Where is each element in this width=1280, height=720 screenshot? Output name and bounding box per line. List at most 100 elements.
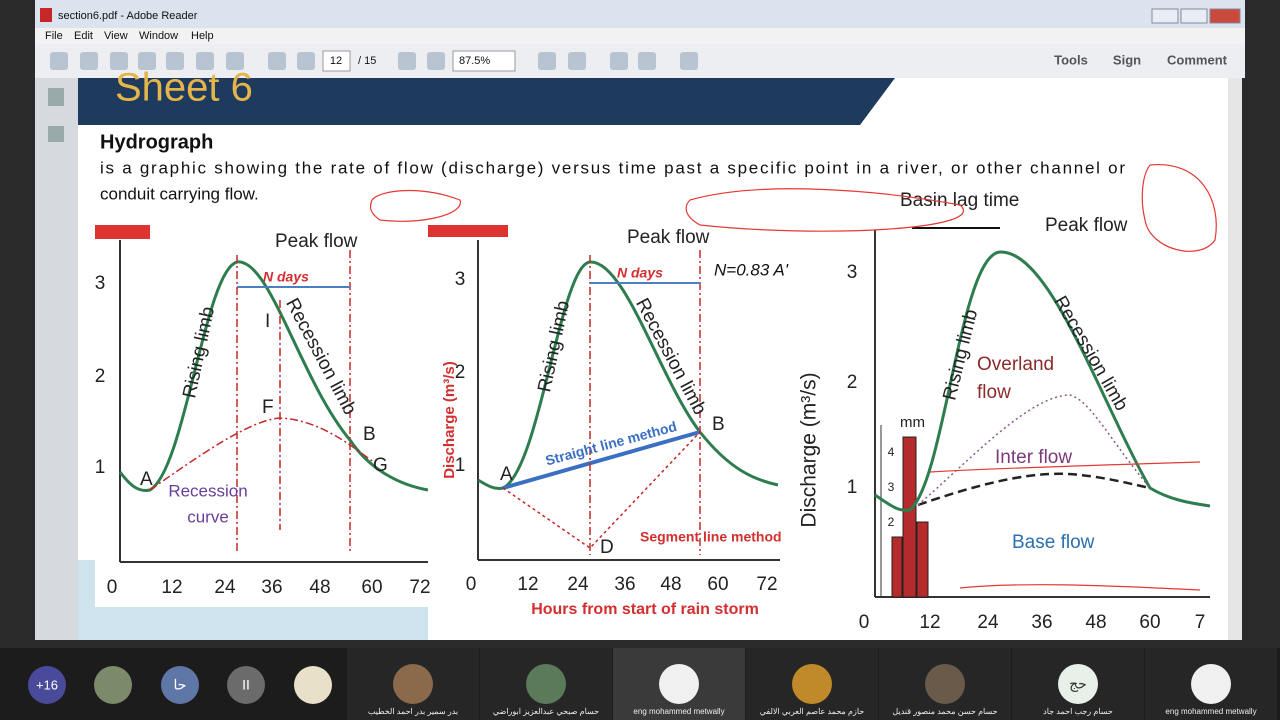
n-days-label: N days — [617, 265, 663, 281]
y-tick-label: 2 — [847, 372, 858, 393]
avatar — [1191, 664, 1231, 704]
figure-tab — [428, 225, 508, 237]
window-title: section6.pdf - Adobe Reader — [58, 10, 198, 22]
menu-item[interactable]: Help — [191, 30, 214, 42]
zoom-value: 87.5% — [459, 55, 490, 67]
y-tick-label: 1 — [455, 455, 466, 476]
x-tick-label: 0 — [107, 577, 118, 598]
paragraph-line: is a graphic showing the rate of flow (d… — [100, 158, 1125, 177]
tool-button[interactable] — [50, 52, 68, 70]
y-tick-label: 2 — [455, 362, 466, 383]
point-label: G — [373, 455, 388, 476]
more-participants[interactable] — [28, 666, 66, 704]
avatar — [393, 664, 433, 704]
toolbar-icons — [50, 52, 698, 70]
participant-name: بدر سمير بدر احمد الخطيب — [368, 707, 458, 716]
figure — [790, 185, 1220, 640]
scrollbar[interactable] — [1228, 78, 1242, 640]
x-tick-label: 36 — [261, 577, 282, 598]
tool-button[interactable] — [138, 52, 156, 70]
menu-item[interactable]: File — [45, 30, 63, 42]
annotation — [959, 584, 1201, 591]
rain-tick-label: 4 — [888, 445, 895, 459]
tool-button[interactable] — [226, 52, 244, 70]
point-label: A — [140, 469, 153, 490]
y-tick-label: 3 — [455, 269, 466, 290]
panel-tab[interactable]: Tools — [1054, 52, 1088, 67]
base-flow-label: Base flow — [1012, 532, 1095, 553]
x-tick-label: 7 — [1195, 612, 1206, 633]
rain-bar — [902, 436, 917, 598]
paragraph-line: conduit carrying flow. — [100, 184, 259, 203]
tool-button[interactable] — [398, 52, 416, 70]
x-tick-label: 36 — [614, 574, 635, 595]
annotation — [1141, 164, 1217, 252]
x-tick-label: 60 — [707, 574, 728, 595]
section-title: Hydrograph — [100, 131, 213, 153]
avatar-initials: حج — [1069, 676, 1087, 693]
tool-button[interactable] — [196, 52, 214, 70]
tool-button[interactable] — [538, 52, 556, 70]
avatar — [526, 664, 566, 704]
zoom-box[interactable] — [452, 50, 516, 72]
peak-label: Peak flow — [1045, 215, 1128, 236]
figure — [428, 225, 780, 640]
recession-curve-label: curve — [187, 507, 229, 526]
lag-label: Basin lag time — [900, 190, 1019, 211]
point-label: F — [262, 397, 274, 418]
segment-line — [502, 431, 701, 549]
menu-bar — [35, 28, 1245, 44]
tool-button[interactable] — [110, 52, 128, 70]
point-label: D — [600, 537, 614, 558]
avatar — [161, 666, 199, 704]
panel-tab[interactable]: Sign — [1113, 52, 1141, 67]
rain-bar — [891, 536, 903, 598]
page-input[interactable] — [322, 50, 351, 72]
x-tick-label: 0 — [859, 612, 870, 633]
attachments-icon[interactable] — [48, 126, 64, 142]
tool-button[interactable] — [80, 52, 98, 70]
menu-item[interactable]: Edit — [74, 30, 93, 42]
participant-name: حسام حسن محمد منصور قنديل — [892, 707, 997, 716]
y-tick-label: 2 — [95, 366, 106, 387]
x-tick-label: 48 — [309, 577, 330, 598]
x-tick-label: 72 — [756, 574, 777, 595]
more-count: +16 — [36, 677, 58, 692]
tool-button[interactable] — [166, 52, 184, 70]
menu-item[interactable]: Window — [139, 30, 178, 42]
minimize-button[interactable] — [1151, 8, 1179, 24]
tool-button[interactable] — [427, 52, 445, 70]
tool-button[interactable] — [297, 52, 315, 70]
tool-button[interactable] — [268, 52, 286, 70]
hydrograph-curve — [874, 250, 1211, 512]
tool-button[interactable] — [680, 52, 698, 70]
sheet-heading: Sheet 6 — [115, 66, 253, 110]
y-tick-label: 3 — [847, 262, 858, 283]
tool-button[interactable] — [638, 52, 656, 70]
participant-tiles: بدر سمير بدر احمد الخطيب حسام صبحي عبدالع… — [347, 648, 1277, 720]
avatar — [1058, 664, 1098, 704]
participant-name: eng mohammed metwally — [1165, 707, 1256, 716]
participant-name: حسام رجب احمد جاد — [1043, 707, 1113, 716]
avatar-initials: حا — [174, 677, 187, 693]
peak-label: Peak flow — [275, 231, 358, 252]
x-tick-label: 12 — [161, 577, 182, 598]
tool-button[interactable] — [568, 52, 586, 70]
close-button[interactable] — [1209, 8, 1241, 24]
x-tick-label: 48 — [1085, 612, 1106, 633]
maximize-button[interactable] — [1180, 8, 1208, 24]
avatar — [925, 664, 965, 704]
x-tick-label: 0 — [466, 574, 477, 595]
participant-name: eng mohammed metwally — [633, 707, 724, 716]
x-tick-label: 24 — [977, 612, 999, 633]
base-flow-line — [917, 472, 1151, 507]
panel-tab[interactable]: Comment — [1167, 52, 1228, 67]
tool-button[interactable] — [610, 52, 628, 70]
pages-icon[interactable] — [48, 88, 64, 106]
x-tick-label: 60 — [361, 577, 382, 598]
title-bar — [35, 0, 1245, 28]
navigation-pane — [35, 78, 78, 640]
x-tick-label: 24 — [567, 574, 589, 595]
menu-item[interactable]: View — [104, 30, 128, 42]
inter-flow-label: Inter flow — [995, 447, 1072, 468]
